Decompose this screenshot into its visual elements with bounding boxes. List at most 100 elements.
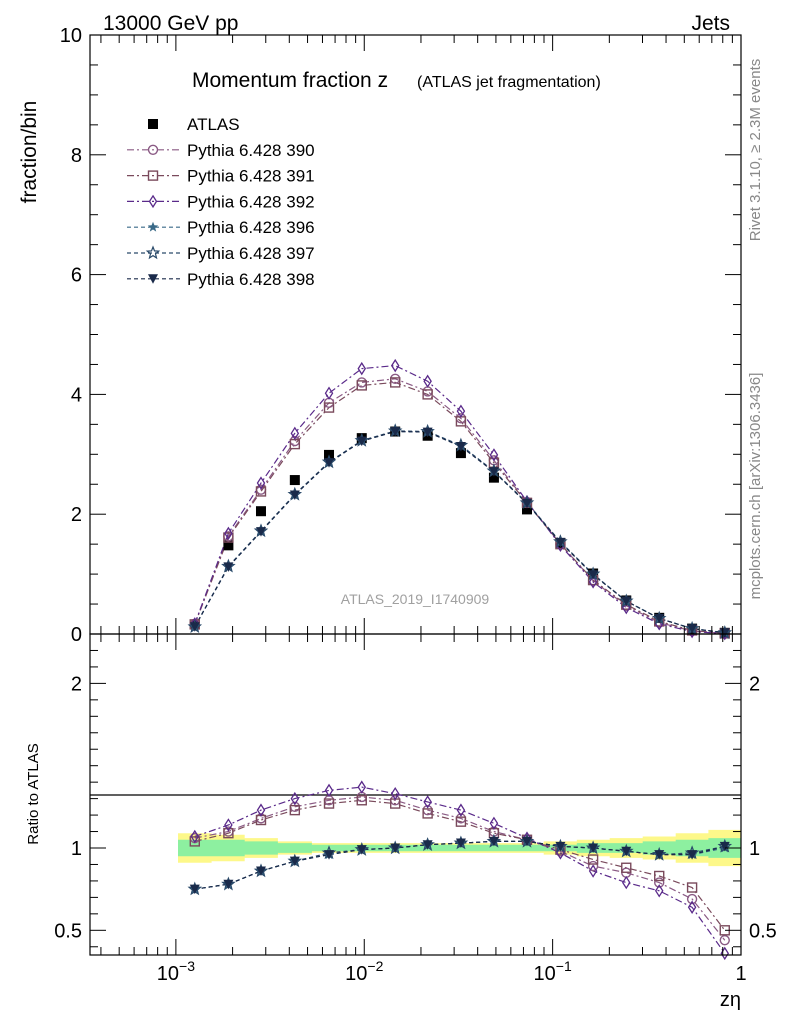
series-2-ratio-point (654, 884, 664, 898)
legend-marker-5 (148, 274, 158, 284)
chart-title-main: Momentum fraction z (192, 69, 388, 92)
y-axis-label-bottom: Ratio to ATLAS (25, 743, 42, 844)
series-2-ratio-point (588, 864, 598, 878)
series-2-ratio-point (456, 803, 466, 817)
legend-marker-3 (147, 221, 159, 232)
y-tick-label-top: 2 (71, 504, 82, 526)
ratio-uncertainty-bands (178, 829, 741, 867)
series-5-point (390, 427, 401, 437)
series-5-ratio-point (289, 856, 300, 867)
series-5-ratio-point (555, 841, 566, 852)
series-2-ratio-point (290, 791, 300, 806)
y-tick-label-ratio-left: 2 (71, 673, 82, 695)
series-lines (194, 364, 726, 954)
series-5-ratio-point (455, 838, 466, 849)
y-tick-label-ratio-right: 2 (749, 673, 760, 695)
series-2-ratio-point (256, 803, 266, 817)
series-1-ratio-point (189, 836, 200, 847)
series-1-point (323, 402, 335, 413)
reference-point (488, 472, 499, 483)
y-tick-label-ratio-right: 1 (749, 838, 760, 860)
series-1-ratio-point (356, 795, 367, 806)
series-2-ratio-point (687, 900, 697, 914)
x-tick-label: 10−1 (534, 958, 572, 985)
series-5-ratio-point (189, 884, 200, 895)
series-2-point (489, 448, 499, 462)
y-tick-label-ratio-left: 1 (71, 838, 82, 860)
legend-label-2: Pythia 6.428 392 (187, 192, 315, 211)
y-tick-label-top: 10 (60, 25, 82, 47)
legend-marker-reference (148, 119, 158, 129)
series-5-ratio-point (390, 843, 401, 853)
series-1-ratio-point (621, 862, 632, 873)
series-2-ratio-point (224, 818, 233, 832)
series-5-point (255, 527, 266, 537)
series-5-point (289, 490, 300, 501)
series-5-point (324, 458, 335, 468)
legend-label-3: Pythia 6.428 396 (187, 218, 315, 237)
series-5-ratio-point (521, 836, 532, 847)
series-5-point (621, 596, 632, 607)
series-5-ratio-point (422, 840, 433, 850)
series-5-ratio-point (324, 850, 335, 860)
legend-label-1: Pythia 6.428 391 (187, 167, 315, 186)
series-0-ratio-point (719, 934, 730, 946)
series-1-ratio-point (455, 816, 467, 827)
reference-point (521, 504, 532, 515)
series-line-ratio-5 (194, 840, 725, 890)
series-2-point (390, 358, 400, 373)
series-line-ratio-1 (194, 799, 726, 931)
series-5-point (422, 427, 433, 438)
series-5-point (588, 570, 599, 580)
series-5-point (687, 624, 698, 634)
series-2-point (357, 361, 367, 376)
band-inner (178, 838, 741, 858)
series-5-ratio-point (654, 850, 665, 860)
series-2-ratio-point (357, 780, 367, 794)
series-2-point (256, 476, 266, 490)
series-2-ratio-point (423, 795, 432, 809)
chart-title-sub: (ATLAS jet fragmentation) (417, 74, 601, 91)
series-2-ratio-point (621, 875, 631, 890)
y-tick-label-top: 4 (71, 384, 82, 406)
reference-point (255, 506, 266, 517)
series-1-point (422, 389, 433, 400)
series-1-ratio-point (223, 827, 234, 839)
series-1-ratio-point (587, 854, 599, 865)
legend-marker-2 (148, 194, 158, 209)
y-tick-label-top: 8 (71, 145, 82, 167)
header-left: 13000 GeV pp (103, 12, 238, 35)
series-0-ratio-point (686, 893, 698, 905)
series-5-point (521, 498, 532, 509)
series-5-point (223, 562, 234, 572)
ratio-panel-frame (89, 633, 742, 956)
reference-point (455, 448, 466, 459)
series-2-ratio-point (324, 783, 334, 798)
series-0-ratio-point (654, 877, 665, 888)
x-tick-label: 10−3 (157, 958, 195, 985)
series-2-point (588, 575, 598, 589)
legend-label-4: Pythia 6.428 397 (187, 244, 315, 263)
y-tick-label-ratio-right: 0.5 (749, 920, 777, 942)
legend-label-reference: ATLAS (187, 115, 240, 134)
series-5-point (356, 436, 367, 447)
series-line-ratio-2 (194, 786, 726, 954)
series-2-ratio-point (489, 816, 499, 831)
header-right: Jets (691, 12, 730, 35)
series-1-ratio-point (323, 798, 335, 809)
legend-marker-1 (147, 170, 159, 181)
reference-point (289, 475, 300, 486)
series-1-ratio-point (422, 808, 433, 819)
series-2-ratio-point (190, 829, 200, 844)
legend-label-5: Pythia 6.428 398 (187, 270, 315, 289)
series-1-point (223, 532, 234, 543)
y-tick-label-ratio-left: 0.5 (54, 920, 82, 942)
reference-point (223, 540, 234, 551)
series-line-ratio-0 (194, 796, 726, 941)
x-axis-label: zη (720, 989, 741, 1011)
series-2-point (324, 386, 334, 400)
series-1-ratio-point (654, 870, 665, 882)
series-5-point (455, 442, 466, 452)
